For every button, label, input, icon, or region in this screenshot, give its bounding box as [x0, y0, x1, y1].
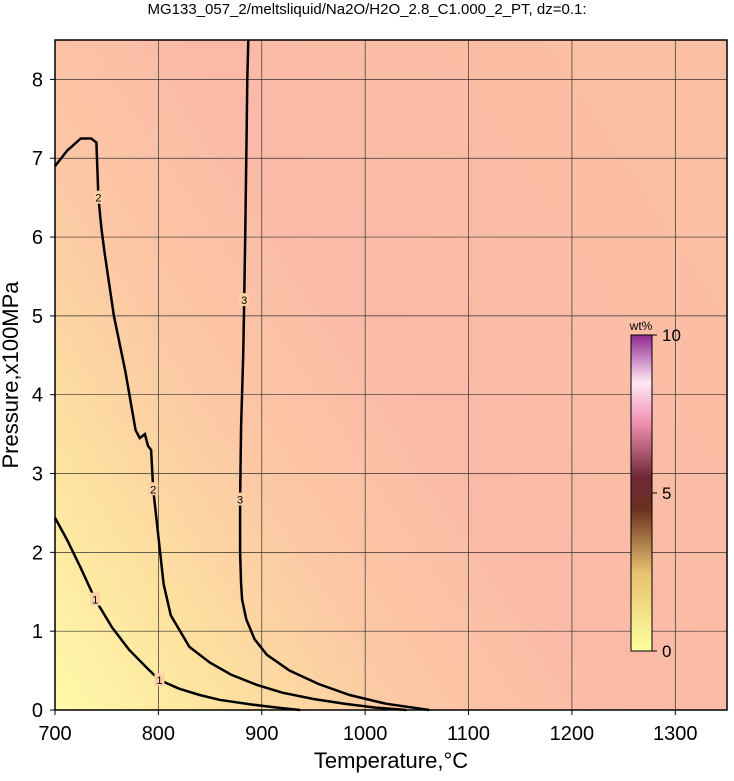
y-axis-label: Pressure,x100MPa [0, 281, 23, 469]
contour-label: 2 [150, 484, 156, 496]
contour-label-bg [239, 293, 250, 307]
y-tick-label: 1 [32, 621, 43, 643]
chart-title: MG133_057_2/meltsliquid/Na2O/H2O_2.8_C1.… [147, 1, 586, 18]
colorbar [630, 334, 653, 652]
y-tick-label: 0 [32, 700, 43, 722]
contour-label: 1 [92, 595, 98, 607]
colorbar-label: wt% [629, 319, 653, 333]
y-tick-label: 8 [32, 69, 43, 91]
contour-label-bg [235, 492, 246, 506]
plot-background [55, 40, 727, 710]
y-tick-label: 3 [32, 464, 43, 486]
contour-label-bg [154, 673, 165, 687]
contour-label: 1 [156, 675, 162, 687]
grid [54, 40, 727, 711]
x-tick-label: 900 [245, 723, 278, 745]
x-axis-label: Temperature,°C [314, 748, 468, 773]
contour-line [53, 517, 301, 712]
y-tick-label: 5 [32, 306, 43, 328]
contour-line [238, 39, 430, 712]
y-tick-label: 2 [32, 542, 43, 564]
y-tick-label: 4 [32, 385, 43, 407]
contour-label-bg [93, 190, 104, 204]
colorbar-tick-label: 10 [662, 326, 681, 345]
y-tick-label: 6 [32, 227, 43, 249]
x-tick-label: 800 [142, 723, 175, 745]
contours: 1 1 2 2 3 3 [53, 39, 430, 712]
x-tick-label: 1100 [447, 723, 490, 745]
contour-label-bg [90, 592, 101, 606]
contour-label: 3 [237, 495, 243, 507]
colorbar-tick-label: 5 [662, 484, 671, 503]
plot-frame [54, 39, 728, 711]
contour-label-bg [148, 482, 159, 496]
contour-label: 2 [95, 193, 101, 205]
contour-label: 3 [241, 295, 247, 307]
x-tick-label: 1000 [343, 723, 388, 745]
x-tick-label: 700 [38, 723, 71, 745]
contour-line [54, 137, 407, 712]
x-tick-label: 1200 [550, 723, 595, 745]
colorbar-tick-label: 0 [662, 642, 671, 661]
x-tick-label: 1300 [653, 723, 698, 745]
y-tick-label: 7 [32, 148, 43, 170]
